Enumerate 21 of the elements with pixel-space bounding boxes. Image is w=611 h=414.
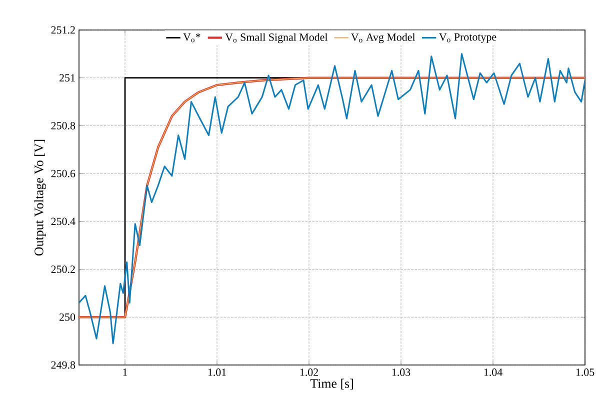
y-tick-label: 250.8 <box>51 122 76 130</box>
legend-label: V$_{o}$ Small Signal Model <box>225 33 328 44</box>
y-tick-label: 251.2 <box>51 26 75 34</box>
x-tick-label: 1.01 <box>208 368 226 376</box>
legend-label: V$_{o}$ Avg Model <box>351 33 416 44</box>
y-tick-label: 249.8 <box>51 361 76 369</box>
x-tick-label: 1.02 <box>300 368 318 376</box>
legend-label: V$_{o}$ Prototype <box>439 33 496 43</box>
y-tick-label: 250 <box>60 313 76 321</box>
legend-label: V$_{o}$* <box>183 33 200 42</box>
x-tick-label: 1.04 <box>484 368 502 376</box>
y-axis-title: Output Voltage Vo [V] <box>34 140 46 256</box>
y-tick-label: 251 <box>60 74 75 82</box>
x-axis-title: Time [s] <box>310 378 353 390</box>
x-tick-label: 1 <box>123 368 128 376</box>
y-tick-label: 250.4 <box>51 218 76 226</box>
x-tick-label: 1.03 <box>392 368 410 376</box>
y-tick-label: 250.6 <box>51 170 76 178</box>
y-tick-label: 250.2 <box>51 266 75 274</box>
x-tick-label: 1.05 <box>576 368 594 376</box>
line-series <box>79 53 586 344</box>
